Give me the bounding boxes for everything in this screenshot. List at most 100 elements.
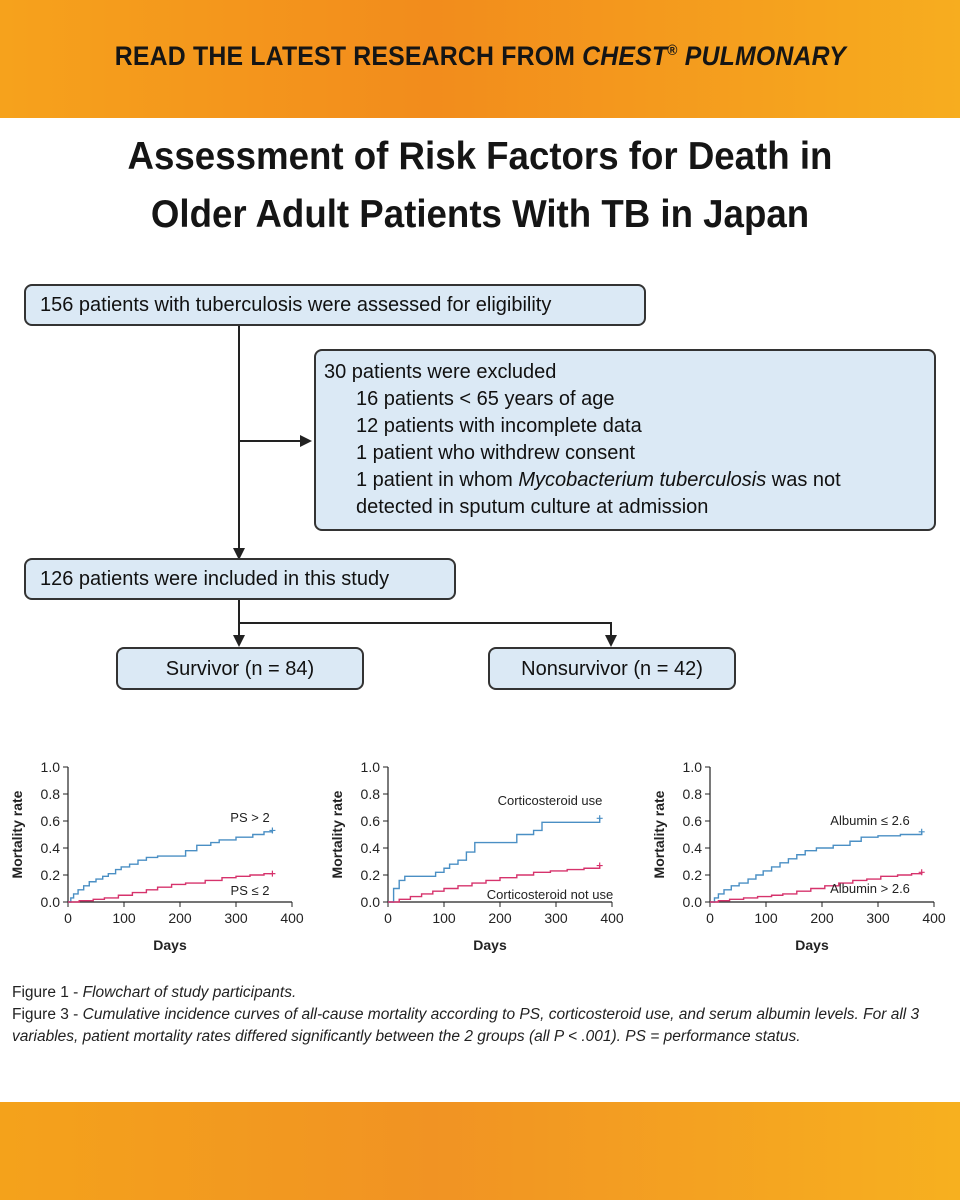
censor-mark-0 xyxy=(918,828,925,835)
x-tick-label: 100 xyxy=(432,910,456,926)
banner-journal-suffix: PULMONARY xyxy=(677,40,846,71)
series-label-1: PS ≤ 2 xyxy=(231,883,270,898)
excluded-item-culture: 1 patient in whom Mycobacterium tubercul… xyxy=(324,467,934,494)
y-tick-label: 0.6 xyxy=(41,813,61,829)
series-line-0 xyxy=(710,831,923,903)
flowchart-split-right-stem xyxy=(610,622,612,636)
y-tick-label: 0.2 xyxy=(361,867,381,883)
y-tick-label: 0.4 xyxy=(683,840,703,856)
x-tick-label: 0 xyxy=(64,910,72,926)
article-title-line-1: Assessment of Risk Factors for Death in xyxy=(127,135,833,178)
censor-mark-0 xyxy=(596,815,603,822)
banner-text: READ THE LATEST RESEARCH FROM CHEST® PUL… xyxy=(114,41,845,72)
top-banner: READ THE LATEST RESEARCH FROM CHEST® PUL… xyxy=(0,0,960,118)
x-tick-label: 100 xyxy=(112,910,136,926)
series-label-0: PS > 2 xyxy=(230,810,269,825)
y-axis-label: Mortality rate xyxy=(9,790,25,878)
censor-mark-1 xyxy=(269,870,276,877)
y-tick-label: 0.8 xyxy=(361,786,381,802)
series-line-1 xyxy=(68,872,273,903)
chart-ps-svg: 0.0 0.2 0.4 0.6 0.8 1.0 0 100 200 300 400 Mortality… xyxy=(9,759,304,953)
article-title: Assessment of Risk Factors for Death in … xyxy=(29,128,931,244)
y-axis-label: Mortality rate xyxy=(329,790,345,878)
y-tick-label: 0.2 xyxy=(683,867,703,883)
flowchart-survivor-text: Survivor (n = 84) xyxy=(165,658,315,680)
x-tick-label: 200 xyxy=(168,910,192,926)
x-tick-label: 0 xyxy=(706,910,714,926)
flowchart-arrow-to-nonsurvivor xyxy=(605,635,617,647)
excluded-header: 30 patients were excluded xyxy=(324,361,557,383)
x-axis-label: Days xyxy=(795,937,829,953)
chart-albumin: 0.0 0.2 0.4 0.6 0.8 1.0 0 100 200 300 400 Mortality… xyxy=(642,752,957,967)
flowchart-assessed-text: 156 patients with tuberculosis were asse… xyxy=(40,294,552,316)
flowchart-arrow-to-included xyxy=(233,548,245,560)
x-tick-label: 0 xyxy=(384,910,392,926)
flowchart-exclusion-line xyxy=(239,440,301,442)
flowchart-main-line xyxy=(238,326,240,550)
flowchart-arrow-to-excluded xyxy=(300,435,312,447)
x-tick-label: 300 xyxy=(866,910,890,926)
y-tick-label: 1.0 xyxy=(41,759,61,775)
chart-ps: 0.0 0.2 0.4 0.6 0.8 1.0 0 100 200 300 400 Mortality… xyxy=(0,752,315,967)
flowchart-survivor-box: Survivor (n = 84) xyxy=(116,647,364,690)
x-axis-label: Days xyxy=(473,937,507,953)
excluded-item-organism: Mycobacterium tuberculosis xyxy=(518,469,767,491)
censor-mark-0 xyxy=(269,827,276,834)
x-tick-label: 300 xyxy=(224,910,248,926)
y-tick-label: 0.0 xyxy=(41,894,61,910)
censor-mark-1 xyxy=(596,862,603,869)
y-tick-label: 1.0 xyxy=(361,759,381,775)
figure-3-text: Cumulative incidence curves of all-cause… xyxy=(12,1006,920,1045)
bottom-banner xyxy=(0,1102,960,1200)
flowchart-nonsurvivor-text: Nonsurvivor (n = 42) xyxy=(521,658,703,680)
excluded-item-incomplete: 12 patients with incomplete data xyxy=(356,415,642,437)
x-axis-label: Days xyxy=(153,937,187,953)
x-tick-label: 400 xyxy=(280,910,304,926)
excluded-item-culture-continued: detected in sputum culture at admission xyxy=(356,496,709,518)
series-label-1: Albumin > 2.6 xyxy=(830,881,910,896)
x-tick-label: 100 xyxy=(754,910,778,926)
x-tick-label: 400 xyxy=(922,910,946,926)
chart-albumin-svg: 0.0 0.2 0.4 0.6 0.8 1.0 0 100 200 300 400 Mortality… xyxy=(651,759,946,953)
x-tick-label: 200 xyxy=(810,910,834,926)
figure-captions: Figure 1 - Flowchart of study participan… xyxy=(12,982,952,1048)
flowchart-arrow-to-survivor xyxy=(233,635,245,647)
flowchart-included-text: 126 patients were included in this study xyxy=(40,568,390,590)
flowchart-nonsurvivor-box: Nonsurvivor (n = 42) xyxy=(488,647,736,690)
y-tick-label: 0.6 xyxy=(361,813,381,829)
figure-3-caption: Figure 3 - Cumulative incidence curves o… xyxy=(12,1004,952,1048)
excluded-item-culture-prefix: 1 patient in whom xyxy=(356,469,519,491)
flowchart-included-box: 126 patients were included in this study xyxy=(24,558,456,600)
flowchart-split-stem xyxy=(238,600,240,636)
figure-1-caption: Figure 1 - Flowchart of study participan… xyxy=(12,982,952,1004)
series-label-0: Albumin ≤ 2.6 xyxy=(830,813,909,828)
y-tick-label: 1.0 xyxy=(683,759,703,775)
flowchart-assessed-box: 156 patients with tuberculosis were asse… xyxy=(24,284,646,326)
y-tick-label: 0.0 xyxy=(361,894,381,910)
x-tick-label: 300 xyxy=(544,910,568,926)
series-label-0: Corticosteroid use xyxy=(498,793,603,808)
excluded-item-age: 16 patients < 65 years of age xyxy=(356,388,615,410)
figure-3-label: Figure 3 - xyxy=(12,1006,83,1023)
y-tick-label: 0.6 xyxy=(683,813,703,829)
y-tick-label: 0.8 xyxy=(683,786,703,802)
excluded-item-culture-suffix: was not xyxy=(766,469,841,491)
article-title-line-2: Older Adult Patients With TB in Japan xyxy=(150,193,810,236)
x-tick-label: 400 xyxy=(600,910,624,926)
flowchart-split-bar xyxy=(238,622,612,624)
series-line-0 xyxy=(68,830,274,903)
y-tick-label: 0.0 xyxy=(683,894,703,910)
series-line-1 xyxy=(710,872,923,903)
y-axis-label: Mortality rate xyxy=(651,790,667,878)
flowchart-excluded-box: 30 patients were excluded 16 patients < … xyxy=(314,349,936,531)
excluded-item-consent: 1 patient who withdrew consent xyxy=(356,442,636,464)
banner-text-prefix: READ THE LATEST RESEARCH FROM xyxy=(114,40,582,71)
figure-1-text: Flowchart of study participants. xyxy=(82,984,297,1001)
chart-corticosteroid-svg: 0.0 0.2 0.4 0.6 0.8 1.0 0 100 200 300 400 Mortality… xyxy=(329,759,624,953)
chart-corticosteroid: 0.0 0.2 0.4 0.6 0.8 1.0 0 100 200 300 400 Mortality… xyxy=(320,752,635,967)
series-line-1 xyxy=(388,865,601,903)
figure-1-label: Figure 1 - xyxy=(12,984,83,1001)
censor-mark-1 xyxy=(918,869,925,876)
y-tick-label: 0.2 xyxy=(41,867,61,883)
series-line-0 xyxy=(388,818,601,903)
